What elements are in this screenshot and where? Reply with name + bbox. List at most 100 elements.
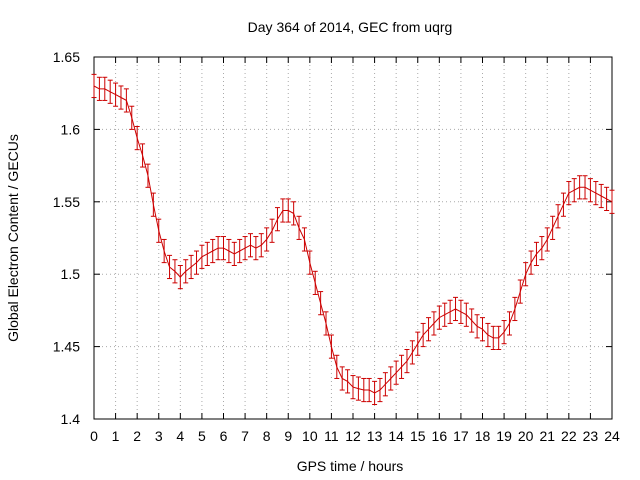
error-bar — [172, 259, 178, 284]
x-tick-label: 3 — [155, 428, 163, 444]
error-bar — [194, 250, 200, 275]
error-bar — [420, 322, 426, 348]
error-bar — [447, 299, 453, 324]
data-series — [91, 73, 615, 406]
error-bar — [312, 270, 318, 295]
error-bar — [242, 236, 248, 261]
error-bar — [350, 375, 356, 400]
x-axis-label: GPS time / hours — [297, 458, 404, 474]
x-tick-label: 2 — [133, 428, 141, 444]
error-bar — [199, 244, 205, 269]
error-bar — [566, 181, 572, 206]
x-tick-label: 16 — [432, 428, 448, 444]
y-tick-label: 1.6 — [61, 121, 81, 137]
error-bar — [506, 311, 512, 336]
grid-lines — [94, 57, 612, 419]
error-bar — [409, 340, 415, 365]
error-bar — [426, 317, 432, 342]
error-bar — [291, 201, 297, 226]
error-bar — [226, 238, 232, 264]
error-bar — [393, 360, 399, 385]
error-bar — [604, 186, 610, 211]
error-bar — [490, 325, 496, 350]
x-tick-label: 19 — [496, 428, 512, 444]
error-bar — [609, 189, 615, 214]
error-bar — [285, 198, 291, 223]
error-bar — [334, 354, 340, 379]
error-bar — [512, 296, 518, 322]
error-bar — [366, 377, 372, 403]
error-bar — [150, 192, 156, 217]
error-bar — [274, 207, 280, 232]
x-tick-label: 13 — [367, 428, 383, 444]
error-bar — [469, 308, 475, 333]
error-bar — [307, 250, 313, 275]
error-bar — [587, 178, 593, 203]
x-tick-label: 5 — [198, 428, 206, 444]
error-bar — [458, 299, 464, 324]
x-tick-label: 22 — [561, 428, 577, 444]
error-bar — [345, 369, 351, 394]
x-tick-label: 8 — [263, 428, 271, 444]
error-bar — [372, 380, 378, 406]
error-bar — [188, 254, 194, 280]
error-bar — [436, 305, 442, 330]
error-bar — [555, 204, 561, 229]
x-tick-label: 6 — [220, 428, 228, 444]
error-bar — [550, 215, 556, 240]
error-bar — [215, 236, 221, 261]
error-bar — [415, 331, 421, 356]
error-bar — [107, 79, 113, 104]
error-bar — [485, 322, 491, 348]
error-bar — [533, 241, 539, 267]
error-bar — [501, 320, 507, 345]
error-bar — [102, 76, 108, 101]
error-bar — [204, 241, 210, 267]
error-bar — [253, 236, 259, 261]
error-bar — [323, 311, 329, 336]
x-tick-label: 21 — [539, 428, 555, 444]
error-bar — [318, 291, 324, 316]
error-bar — [339, 366, 345, 391]
y-tick-label: 1.65 — [53, 49, 80, 65]
error-bar — [431, 311, 437, 336]
error-bar — [496, 325, 502, 350]
error-bar — [544, 227, 550, 252]
error-bar — [593, 181, 599, 206]
x-tick-label: 4 — [176, 428, 184, 444]
y-tick-label: 1.5 — [61, 266, 81, 282]
error-bar — [183, 259, 189, 284]
error-bar — [221, 236, 226, 261]
error-bar — [571, 178, 577, 203]
error-bar — [280, 198, 286, 223]
error-bar — [161, 238, 167, 264]
error-bar — [582, 175, 588, 200]
x-tick-label: 12 — [345, 428, 361, 444]
error-bar — [118, 85, 124, 110]
y-tick-label: 1.45 — [53, 339, 80, 355]
y-axis-label: Global Electron Content / GECUs — [5, 134, 21, 342]
x-tick-label: 1 — [112, 428, 120, 444]
x-tick-label: 17 — [453, 428, 469, 444]
error-bar — [113, 82, 119, 107]
y-tick-label: 1.4 — [61, 411, 81, 427]
error-bar — [123, 88, 129, 113]
error-bar — [145, 163, 151, 188]
x-tick-label: 10 — [302, 428, 318, 444]
error-bar — [91, 73, 97, 99]
error-bar — [474, 314, 480, 339]
error-bar — [377, 377, 383, 403]
error-bar — [269, 218, 275, 243]
error-bar — [463, 302, 469, 327]
error-bar — [399, 354, 405, 379]
error-bar — [237, 238, 243, 264]
error-bar — [404, 348, 410, 374]
error-bar — [355, 376, 361, 401]
error-bar — [134, 126, 140, 151]
x-tick-label: 7 — [241, 428, 249, 444]
error-bar — [539, 236, 545, 261]
x-tick-label: 24 — [604, 428, 620, 444]
error-bar — [247, 233, 253, 258]
x-tick-label: 14 — [388, 428, 404, 444]
